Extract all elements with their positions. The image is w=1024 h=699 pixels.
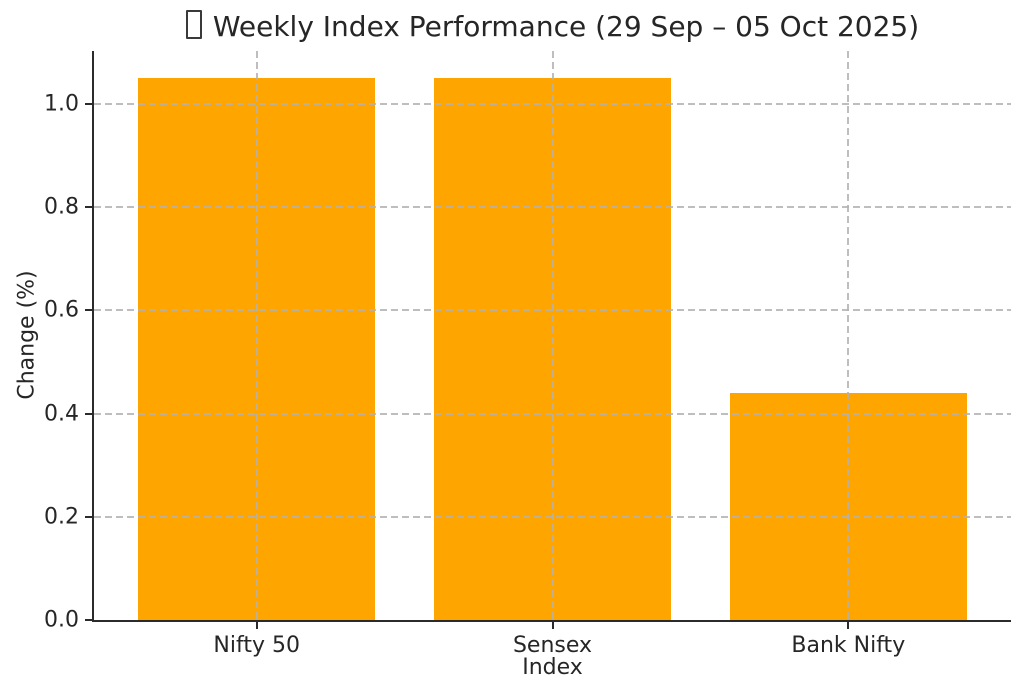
chart-title-text: Weekly Index Performance (29 Sep – 05 Oc… [212, 10, 920, 43]
y-tick-label: 0.4 [44, 401, 79, 427]
horizontal-gridline [94, 515, 1011, 518]
y-tick-mark [85, 206, 92, 209]
y-tick-mark [85, 102, 92, 105]
vertical-gridline [255, 51, 258, 620]
y-tick-label: 0.6 [44, 297, 79, 323]
vertical-gridline [847, 51, 850, 620]
horizontal-gridline [94, 102, 1011, 105]
x-tick-mark [551, 622, 554, 629]
horizontal-gridline [94, 412, 1011, 415]
y-tick-label: 0.8 [44, 194, 79, 220]
x-tick-mark [847, 622, 850, 629]
y-axis-label: Change (%) [14, 270, 40, 400]
y-tick-mark [85, 515, 92, 518]
y-tick-label: 1.0 [44, 91, 79, 117]
chart-title: Weekly Index Performance (29 Sep – 05 Oc… [94, 9, 1011, 45]
x-tick-mark [255, 622, 258, 629]
y-tick-label: 0.0 [44, 607, 79, 633]
x-tick-label: Bank Nifty [791, 633, 906, 658]
x-tick-label: Nifty 50 [213, 633, 300, 658]
x-tick-label: Sensex [512, 633, 593, 658]
x-axis-spine [92, 620, 1011, 622]
vertical-gridline [551, 51, 554, 620]
horizontal-gridline [94, 309, 1011, 312]
y-tick-mark [85, 309, 92, 312]
y-tick-mark [85, 619, 92, 621]
horizontal-gridline [94, 206, 1011, 209]
y-tick-mark [85, 412, 92, 415]
y-tick-label: 0.2 [44, 504, 79, 530]
plot-area: 0.0 0.2 0.4 0.6 0.8 1.0 Nifty 50 Sensex Bank Nif… [44, 51, 1011, 658]
missing-glyph-icon [185, 10, 202, 39]
x-axis-label: Index [522, 655, 583, 680]
y-axis-spine [92, 51, 94, 622]
